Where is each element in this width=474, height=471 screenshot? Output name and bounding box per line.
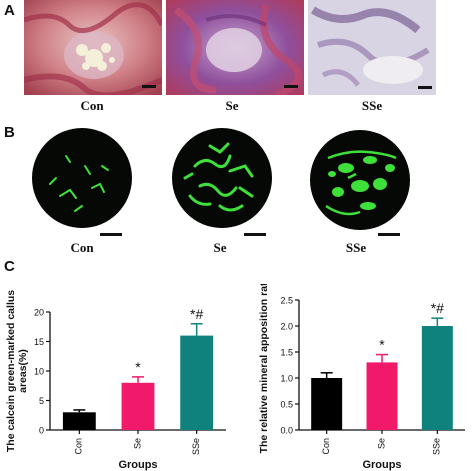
- panel-a-label-se: Se: [225, 98, 239, 113]
- scale-bar-sse: [378, 233, 400, 236]
- y-tick-label: 0: [39, 426, 44, 436]
- bar-se: [121, 382, 155, 430]
- scale-bar-con: [100, 233, 122, 236]
- significance-mark-se: *: [379, 337, 385, 353]
- x-tick-label-sse: SSe: [191, 438, 201, 455]
- panel-a-letter: A: [4, 2, 15, 19]
- mineral-apposition-chart: 0.0 0.5 1.0 1.5 2.0 2.5 The relative mineral a…: [258, 284, 465, 471]
- bar-sse: [180, 335, 214, 430]
- panel-c-letter: C: [4, 258, 15, 275]
- bar-con: [311, 378, 343, 430]
- bar-sse: [421, 326, 453, 430]
- y-tick-label: 0.0: [280, 426, 293, 436]
- histology-con-image: [24, 0, 162, 95]
- significance-mark-sse: *#: [190, 306, 203, 322]
- y-tick-label: 10: [34, 367, 44, 377]
- y-tick-label: 0.5: [280, 400, 293, 410]
- calcein-se-image: [170, 126, 274, 230]
- y-tick-label: 15: [34, 337, 44, 347]
- y-axis-label: The calcein green-marked callus: [5, 290, 17, 452]
- y-axis-label: The relative mineral apposition rate: [258, 284, 270, 453]
- y-tick-label: 1.5: [280, 348, 293, 358]
- panel-b-label-con: Con: [70, 240, 94, 255]
- bar-con: [62, 412, 96, 430]
- x-tick-label-con: Con: [74, 438, 84, 455]
- bar-se: [366, 362, 398, 430]
- scale-bar-se: [244, 233, 266, 236]
- x-tick-label-con: Con: [321, 438, 331, 455]
- y-tick-label: 2.5: [280, 296, 293, 306]
- callus-area-chart: 0 5 10 15 20 The calcein green-marked callus a…: [5, 290, 226, 471]
- significance-mark-se: *: [135, 359, 141, 375]
- significance-mark-sse: *#: [431, 300, 444, 316]
- panel-a-label-sse: SSe: [361, 98, 383, 113]
- calcein-sse-image: [308, 128, 412, 232]
- histology-sse-image: [308, 0, 436, 95]
- panel-a-label-con: Con: [80, 98, 104, 113]
- y-tick-label: 2.0: [280, 322, 293, 332]
- panel-b-letter: B: [4, 124, 15, 141]
- histology-se-image: [166, 0, 304, 95]
- y-tick-label: 1.0: [280, 374, 293, 384]
- calcein-con-image: [30, 126, 134, 230]
- panel-b-label-se: Se: [213, 240, 227, 255]
- x-axis-label: Groups: [362, 459, 401, 471]
- x-axis-label: Groups: [118, 459, 157, 471]
- y-tick-label: 20: [34, 308, 44, 318]
- x-tick-label-sse: SSe: [432, 438, 442, 455]
- y-tick-label: 5: [39, 396, 44, 406]
- x-tick-label-se: Se: [132, 438, 142, 449]
- y-axis-label: areas(%): [17, 349, 29, 393]
- panel-b-label-sse: SSe: [345, 240, 367, 255]
- x-tick-label-se: Se: [376, 438, 386, 449]
